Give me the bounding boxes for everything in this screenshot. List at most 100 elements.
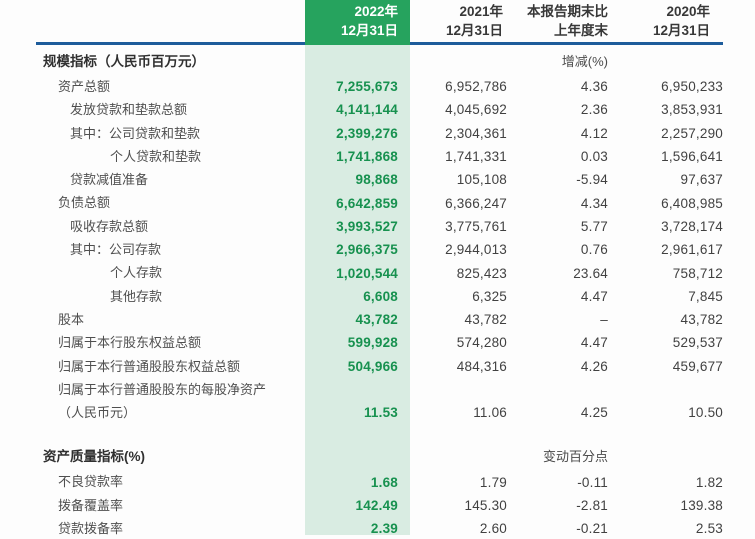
- value-2022: 1,741,868: [336, 149, 398, 165]
- table-row: 其中：公司存款 2,966,375 2,944,013 0.76 2,961,6…: [0, 238, 755, 261]
- col-header-change-line1: 本报告期末比: [527, 4, 608, 19]
- value-2020: 97,637: [680, 172, 723, 188]
- value-2020: 43,782: [680, 312, 723, 328]
- row-label: 负债总额: [58, 195, 111, 211]
- value-2022: 2,966,375: [336, 242, 398, 258]
- left-margin: [0, 0, 36, 45]
- value-change: 4.25: [580, 405, 608, 421]
- col-header-2022-year: 2022年: [354, 4, 398, 19]
- value-2022: 6,642,859: [336, 195, 398, 211]
- value-change: 23.64: [573, 265, 608, 281]
- row-label: 个人贷款和垫款: [110, 148, 202, 164]
- value-2020: 7,845: [688, 288, 723, 304]
- value-2021: 6,325: [472, 288, 507, 304]
- table-row: 归属于本行普通股股东权益总额 504,966 484,316 4.26 459,…: [0, 355, 755, 378]
- table-row: 资产总额 7,255,673 6,952,786 4.36 6,950,233: [0, 75, 755, 98]
- value-change: 4.36: [580, 79, 608, 95]
- col-header-change-line2: 上年度末: [554, 22, 608, 38]
- value-change: -2.81: [576, 497, 608, 513]
- col-header-2020: 2020年 12月31日: [608, 0, 723, 45]
- value-2021: 825,423: [456, 265, 507, 281]
- value-2021: 6,952,786: [445, 79, 507, 95]
- table-row: 归属于本行股东权益总额 599,928 574,280 4.47 529,537: [0, 331, 755, 354]
- value-2020: 10.50: [688, 405, 723, 421]
- col-header-2020-date: 12月31日: [652, 22, 710, 38]
- col-header-2022-date: 12月31日: [340, 22, 398, 38]
- table-row: 贷款拨备率 2.39 2.60 -0.21 2.53: [0, 517, 755, 539]
- value-2022: 2.39: [370, 521, 398, 537]
- col-header-2021: 2021年 12月31日: [410, 0, 507, 45]
- value-2020: 1,596,641: [661, 149, 723, 165]
- value-change: 5.77: [580, 218, 608, 234]
- table-section: 资产质量指标(%) 变动百分点 不良贷款率 1.68 1.79 -0.11 1.…: [0, 440, 755, 539]
- current-period-highlight-column: [305, 0, 410, 535]
- value-2021: 1.79: [479, 474, 507, 490]
- table-row: 发放贷款和垫款总额 4,141,144 4,045,692 2.36 3,853…: [0, 98, 755, 121]
- value-2021: 574,280: [456, 335, 507, 351]
- section-rows: 不良贷款率 1.68 1.79 -0.11 1.82 拨备覆盖率 142.49 …: [0, 470, 755, 539]
- value-2021: 3,775,761: [445, 218, 507, 234]
- table-row: 吸收存款总额 3,993,527 3,775,761 5.77 3,728,17…: [0, 215, 755, 238]
- value-2020: 3,853,931: [661, 102, 723, 118]
- value-change: 2.36: [580, 102, 608, 118]
- value-2021: 6,366,247: [445, 195, 507, 211]
- value-2020: 139.38: [680, 497, 723, 513]
- table-row: 不良贷款率 1.68 1.79 -0.11 1.82: [0, 470, 755, 493]
- row-label: 归属于本行普通股股东的每股净资产 （人民币元）: [58, 381, 267, 421]
- col-header-2022: 2022年 12月31日: [305, 0, 410, 45]
- col-header-change: 本报告期末比 上年度末: [507, 0, 608, 45]
- section-title-row: 资产质量指标(%) 变动百分点: [0, 440, 755, 470]
- col-header-2021-date: 12月31日: [445, 22, 503, 38]
- value-change: 4.34: [580, 195, 608, 211]
- value-2020: 6,408,985: [661, 195, 723, 211]
- value-2022: 98,868: [355, 172, 398, 188]
- row-label: 贷款拨备率: [58, 521, 124, 537]
- table-section: 规模指标（人民币百万元） 增减(%) 资产总额 7,255,673 6,952,…: [0, 45, 755, 424]
- table-body: 规模指标（人民币百万元） 增减(%) 资产总额 7,255,673 6,952,…: [0, 45, 755, 539]
- value-2021: 145.30: [464, 497, 507, 513]
- value-2021: 2.60: [479, 521, 507, 537]
- value-change: -0.21: [576, 521, 608, 537]
- current-period-header-highlight: [305, 0, 410, 45]
- value-2022: 142.49: [355, 497, 398, 513]
- value-2022: 599,928: [347, 335, 398, 351]
- row-label: 其中：公司贷款和垫款: [70, 125, 201, 141]
- row-label: 其中：公司存款: [70, 242, 162, 258]
- value-change: 4.47: [580, 288, 608, 304]
- value-2020: 2,961,617: [661, 242, 723, 258]
- value-2020: 1.82: [695, 474, 723, 490]
- section-rows: 资产总额 7,255,673 6,952,786 4.36 6,950,233 …: [0, 75, 755, 424]
- row-label: 个人存款: [110, 265, 163, 281]
- value-2022: 43,782: [355, 312, 398, 328]
- row-label: 其他存款: [110, 288, 163, 304]
- row-label: 资产总额: [58, 79, 111, 94]
- row-label: 贷款减值准备: [70, 172, 149, 188]
- table-row: 个人存款 1,020,544 825,423 23.64 758,712: [0, 261, 755, 284]
- value-2020: 2,257,290: [661, 125, 723, 141]
- value-2021: 1,741,331: [445, 149, 507, 165]
- row-label: 股本: [58, 311, 85, 327]
- row-label: 拨备覆盖率: [58, 497, 124, 513]
- value-2020: 3,728,174: [661, 218, 723, 234]
- value-change: 4.12: [580, 125, 608, 141]
- row-label: 吸收存款总额: [70, 218, 149, 234]
- value-change: -0.11: [577, 474, 608, 490]
- table-header-row: 2022年 12月31日 2021年 12月31日 本报告期末比 上年度末 20…: [0, 0, 755, 45]
- table-row: 其他存款 6,608 6,325 4.47 7,845: [0, 285, 755, 308]
- section-title: 规模指标（人民币百万元）: [43, 53, 205, 69]
- table-row: 归属于本行普通股股东的每股净资产 （人民币元） 11.53 11.06 4.25…: [0, 378, 755, 425]
- value-2021: 484,316: [456, 358, 507, 374]
- value-2022: 3,993,527: [336, 218, 398, 234]
- value-2020: 6,950,233: [661, 79, 723, 95]
- row-label: 归属于本行股东权益总额: [58, 335, 202, 351]
- value-2021: 11.06: [473, 405, 507, 421]
- value-change: -5.94: [576, 172, 608, 188]
- indicator-column-header: [36, 0, 305, 45]
- value-change: –: [600, 312, 608, 328]
- row-label: 发放贷款和垫款总额: [70, 102, 188, 118]
- value-2022: 2,399,276: [336, 125, 398, 141]
- table-row: 贷款减值准备 98,868 105,108 -5.94 97,637: [0, 168, 755, 191]
- value-2021: 105,108: [456, 172, 507, 188]
- value-2022: 11.53: [363, 405, 398, 421]
